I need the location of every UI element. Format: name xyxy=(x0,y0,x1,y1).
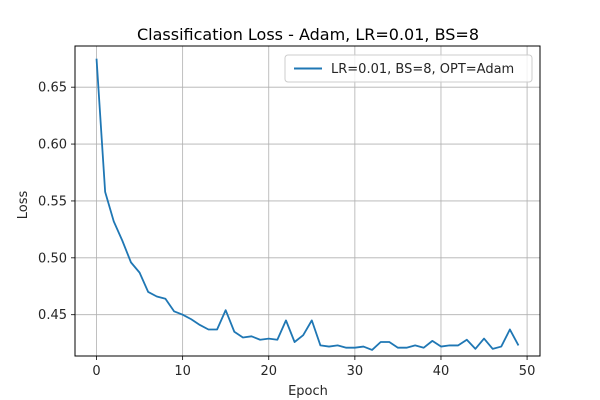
x-tick-label: 20 xyxy=(260,364,277,379)
legend-box xyxy=(284,54,533,83)
x-tick-label: 50 xyxy=(519,364,536,379)
legend: LR=0.01, BS=8, OPT=Adam xyxy=(284,54,533,83)
y-axis-label: Loss xyxy=(16,191,31,220)
chart-title: Classification Loss - Adam, LR=0.01, BS=… xyxy=(137,25,479,44)
x-tick-label: 30 xyxy=(347,364,364,379)
y-tick-label: 0.50 xyxy=(38,251,67,266)
series-layer xyxy=(95,58,520,351)
legend-entry-label: LR=0.01, BS=8, OPT=Adam xyxy=(331,62,514,77)
y-tick-label: 0.45 xyxy=(38,308,67,323)
y-tick-label: 0.55 xyxy=(38,194,67,209)
grid-lines xyxy=(75,46,540,356)
y-tick-label: 0.60 xyxy=(38,138,67,153)
y-tick-label: 0.65 xyxy=(38,81,67,96)
x-tick-label: 0 xyxy=(92,364,100,379)
x-tick-label: 10 xyxy=(174,364,191,379)
series-line xyxy=(95,58,520,351)
x-axis-label: Epoch xyxy=(288,384,328,399)
axis-ticks: 0 10 20 30 40 50 0.45 0.50 0.55 0.60 0.65 xyxy=(38,81,535,379)
x-tick-label: 40 xyxy=(433,364,450,379)
